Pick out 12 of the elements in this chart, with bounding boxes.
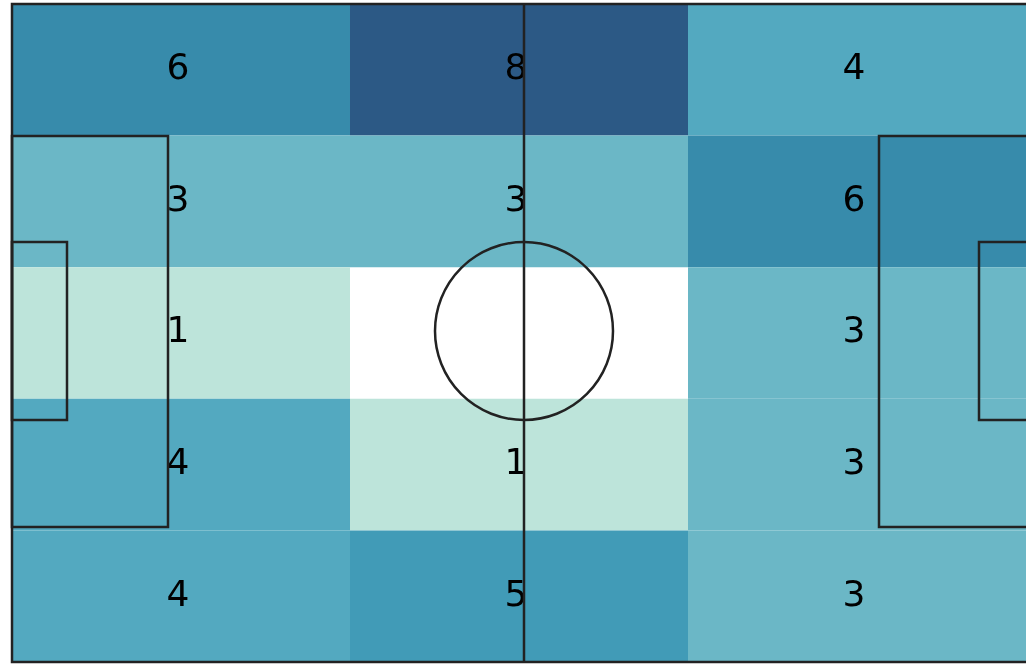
data-label: 1 <box>166 309 190 351</box>
data-label: 6 <box>842 177 866 219</box>
data-label: 3 <box>166 177 190 219</box>
data-label: 3 <box>842 309 866 351</box>
data-label: 4 <box>166 572 190 614</box>
data-label: 4 <box>166 440 190 482</box>
data-label: 4 <box>842 46 866 88</box>
data-label: 5 <box>504 572 528 614</box>
data-label: 1 <box>504 440 528 482</box>
data-label: 3 <box>842 440 866 482</box>
data-label: 6 <box>166 46 190 88</box>
data-label: 3 <box>842 572 866 614</box>
